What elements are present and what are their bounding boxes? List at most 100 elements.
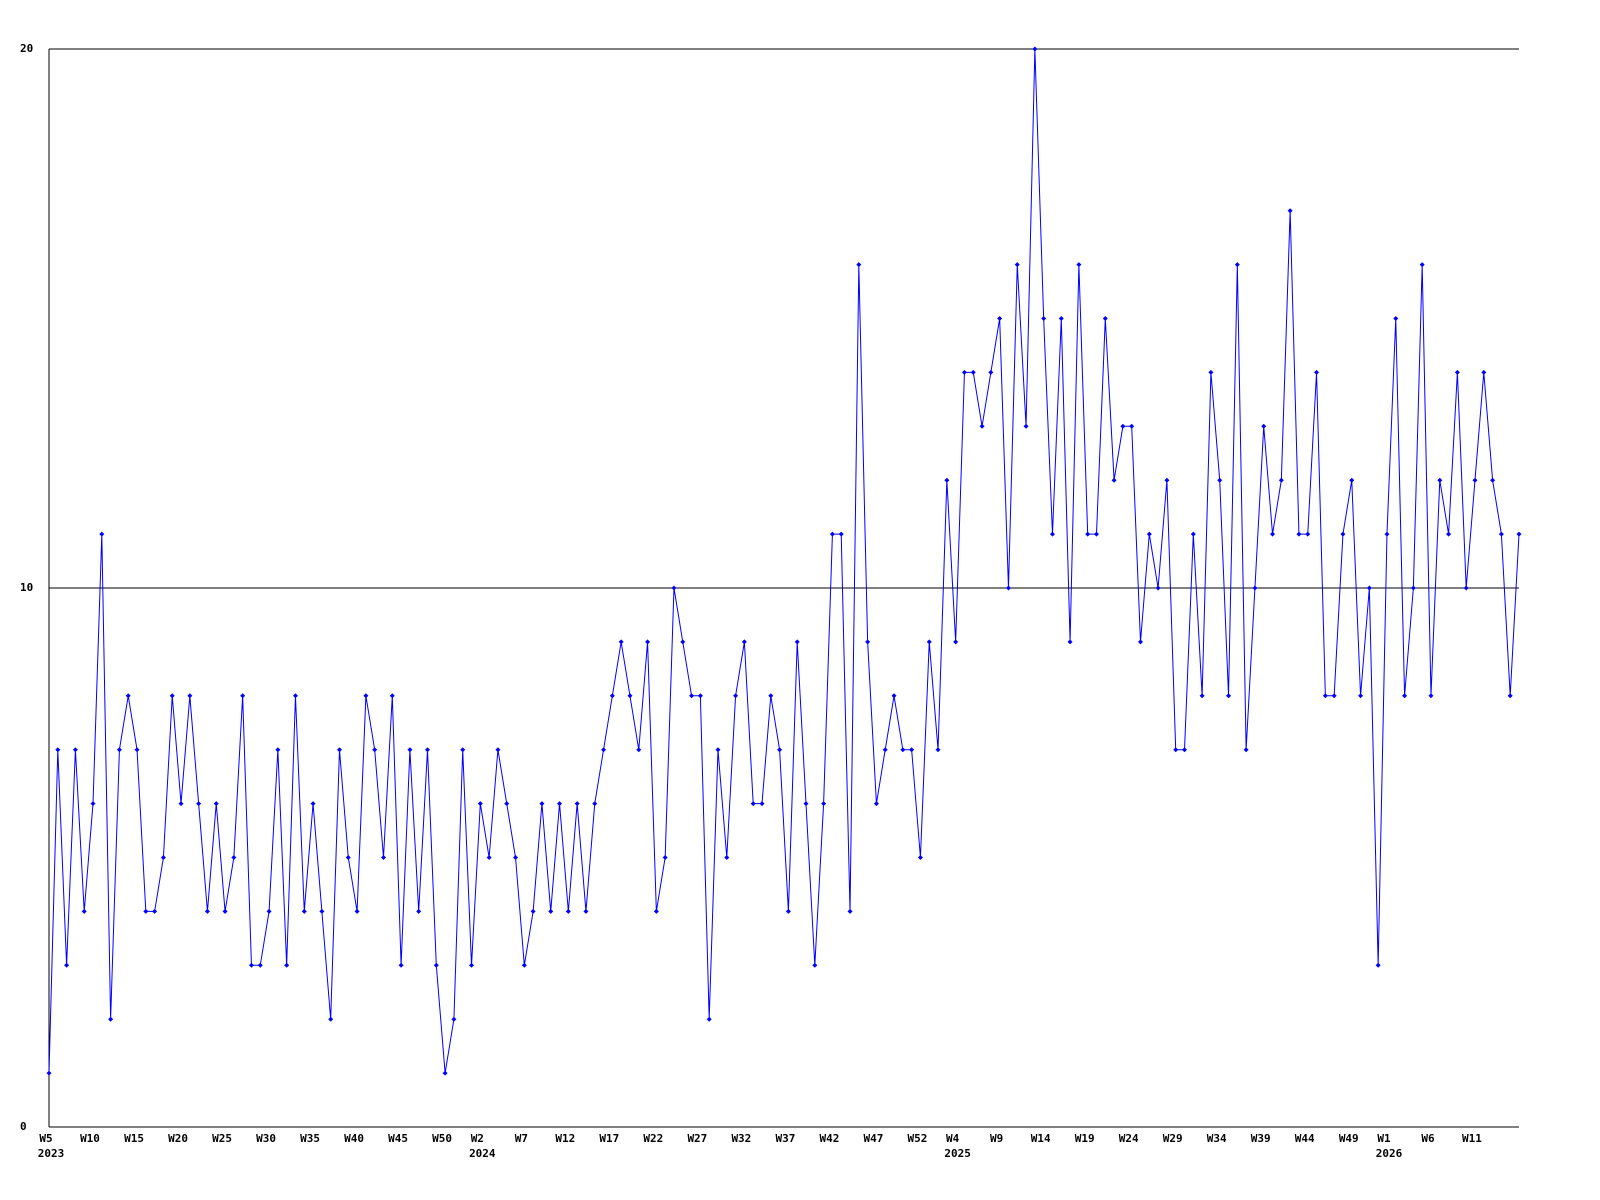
x-tick-label: W1	[1377, 1132, 1391, 1145]
point	[222, 908, 228, 914]
x-tick-label: W34	[1207, 1132, 1227, 1145]
x-tick-label: W9	[990, 1132, 1003, 1145]
point	[1023, 423, 1029, 429]
point	[169, 693, 175, 699]
point	[530, 908, 536, 914]
point	[1164, 477, 1170, 483]
point	[689, 693, 695, 699]
point	[64, 962, 70, 968]
point	[160, 855, 166, 860]
point	[486, 855, 492, 860]
point	[636, 747, 642, 753]
point	[1111, 477, 1117, 483]
point	[1041, 316, 1047, 321]
point	[1454, 369, 1460, 375]
point	[1146, 531, 1152, 537]
point	[72, 747, 78, 753]
point	[944, 477, 950, 483]
point	[829, 531, 835, 537]
point	[292, 693, 298, 699]
line	[48, 48, 1520, 1074]
point	[1481, 369, 1487, 375]
x-tick-label: W2	[471, 1132, 484, 1145]
point	[1472, 477, 1478, 483]
point	[1199, 693, 1205, 699]
point	[1384, 531, 1390, 537]
point	[768, 693, 774, 699]
point	[213, 801, 219, 807]
point	[601, 747, 607, 753]
point	[953, 639, 959, 645]
point	[90, 801, 96, 807]
point	[1340, 531, 1346, 537]
point	[1419, 262, 1425, 268]
x-tick-label: W6	[1421, 1132, 1435, 1145]
point	[1322, 693, 1328, 699]
x-tick-label: W22	[643, 1132, 663, 1145]
point	[125, 693, 131, 699]
point	[231, 855, 237, 860]
point	[513, 855, 519, 860]
point	[143, 908, 149, 914]
point	[345, 855, 351, 860]
point	[733, 693, 739, 699]
point	[1331, 693, 1337, 699]
point	[1102, 316, 1108, 321]
point	[724, 855, 730, 860]
point	[627, 693, 633, 699]
point	[460, 747, 466, 753]
point	[1076, 262, 1082, 268]
point	[1014, 262, 1020, 268]
point	[301, 908, 307, 914]
x-tick-label: W14	[1031, 1132, 1051, 1145]
point	[1243, 747, 1249, 753]
point	[803, 801, 809, 807]
point	[469, 962, 475, 968]
x-tick-label: W11	[1462, 1132, 1482, 1145]
point	[134, 747, 140, 753]
x-tick-label: W4	[946, 1132, 960, 1145]
point	[961, 369, 967, 375]
x-tick-label: W10	[80, 1132, 100, 1145]
point	[1217, 477, 1223, 483]
point	[697, 693, 703, 699]
point	[328, 1016, 334, 1022]
x-tick-label: W7	[515, 1132, 528, 1145]
point	[1155, 585, 1161, 591]
point	[451, 1016, 457, 1022]
x-tick-label: W44	[1295, 1132, 1315, 1145]
point	[1463, 585, 1469, 591]
point	[926, 639, 932, 645]
point	[1137, 639, 1143, 645]
point	[847, 908, 853, 914]
point	[988, 369, 994, 375]
point	[785, 908, 791, 914]
point	[1428, 693, 1434, 699]
point	[389, 693, 395, 699]
point	[284, 962, 290, 968]
point	[1402, 693, 1408, 699]
point	[891, 693, 897, 699]
x-year-label: 2026	[1376, 1147, 1403, 1160]
point	[1208, 369, 1214, 375]
point	[645, 639, 651, 645]
point	[1516, 531, 1522, 537]
point	[557, 801, 563, 807]
point	[1252, 585, 1258, 591]
point	[504, 801, 510, 807]
point	[55, 747, 61, 753]
x-tick-label: W5	[39, 1132, 52, 1145]
y-tick-label: 20	[20, 42, 33, 55]
x-tick-label: W29	[1163, 1132, 1183, 1145]
point	[653, 908, 659, 914]
point	[1437, 477, 1443, 483]
point	[521, 962, 527, 968]
x-tick-label: W49	[1339, 1132, 1359, 1145]
point	[574, 801, 580, 807]
point	[380, 855, 386, 860]
point	[1490, 477, 1496, 483]
point	[909, 747, 915, 753]
point	[662, 855, 668, 860]
point	[319, 908, 325, 914]
point	[116, 747, 122, 753]
